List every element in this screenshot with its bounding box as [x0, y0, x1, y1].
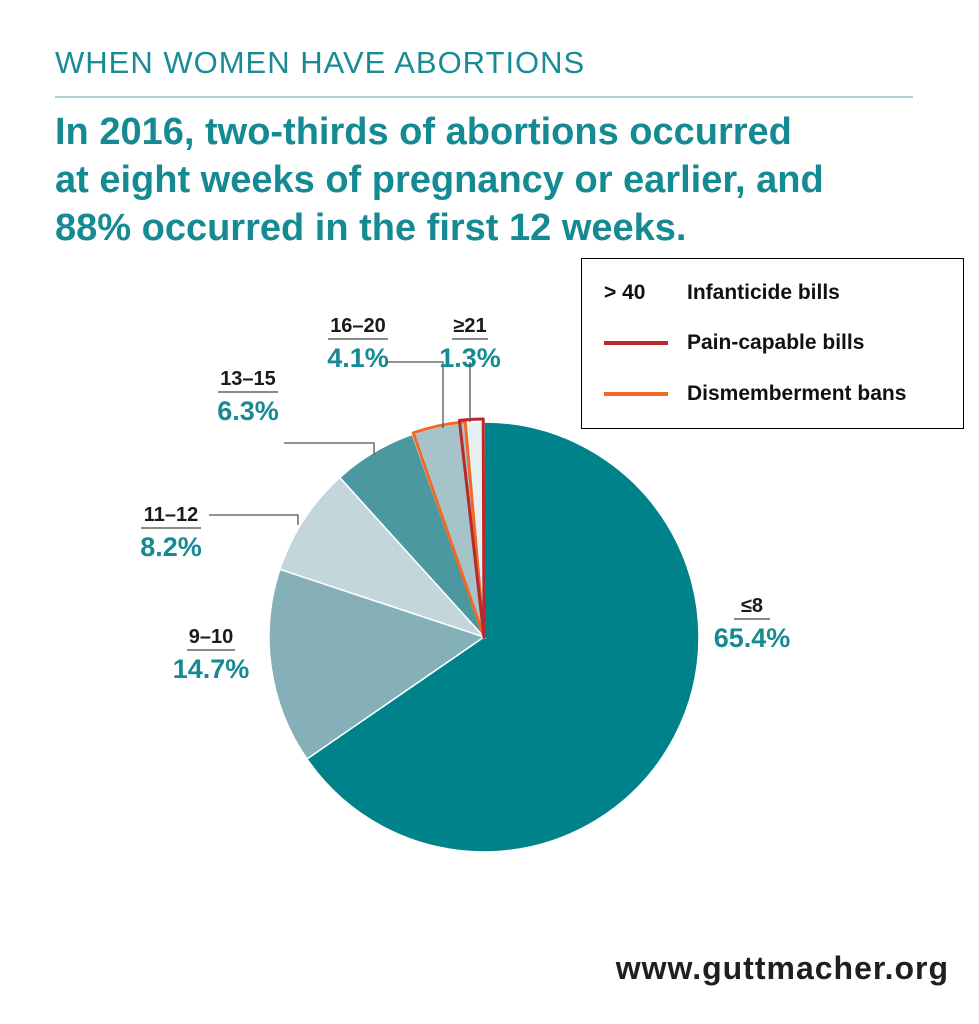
legend-label-infanticide: Infanticide bills: [687, 281, 840, 304]
leader-line-11-12: [209, 514, 299, 525]
source-url: www.guttmacher.org: [615, 950, 949, 986]
slice-category-label-11-12: 11–12: [144, 504, 199, 526]
legend-swatch-pain-capable: [604, 341, 668, 345]
slice-category-label-9-10: 9–10: [189, 626, 234, 648]
legend-label-dismemberment: Dismemberment bans: [687, 382, 907, 405]
slice-value-label-16-20: 4.1%: [327, 343, 389, 373]
slice-value-label-13-15: 6.3%: [217, 396, 279, 426]
legend-item-infanticide: > 40 Infanticide bills: [582, 275, 963, 311]
legend-item-dismemberment: Dismemberment bans: [582, 376, 963, 412]
headline-line-2: at eight weeks of pregnancy or earlier, …: [55, 159, 824, 201]
legend-label-pain-capable: Pain-capable bills: [687, 331, 865, 354]
leader-line-13-15: [284, 442, 375, 455]
slice-value-label-11-12: 8.2%: [140, 532, 202, 562]
slice-category-label-ge21: ≥21: [453, 315, 486, 337]
slice-category-label-16-20: 16–20: [330, 315, 386, 337]
legend-item-pain-capable: Pain-capable bills: [582, 325, 963, 361]
slice-value-label-9-10: 14.7%: [173, 654, 250, 684]
legend: > 40 Infanticide bills Pain-capable bill…: [581, 258, 964, 429]
headline-line-1: In 2016, two-thirds of abortions occurre…: [55, 111, 792, 153]
dismemberment-outline: [411, 420, 486, 639]
chart-kicker: WHEN WOMEN HAVE ABORTIONS: [55, 45, 586, 80]
pie-slice-11-12: [278, 476, 487, 639]
divider: [55, 96, 913, 98]
legend-key-gt40: > 40: [604, 281, 646, 304]
headline-line-3: 88% occurred in the first 12 weeks.: [55, 207, 687, 249]
pie-slice-le8: [305, 421, 700, 853]
slice-category-label-le8: ≤8: [741, 595, 763, 617]
header: WHEN WOMEN HAVE ABORTIONS: [55, 44, 915, 82]
pain-capable-outline: [457, 417, 486, 639]
pie-slice-9-10: [268, 568, 486, 761]
slice-category-label-13-15: 13–15: [220, 368, 276, 390]
slice-value-label-le8: 65.4%: [714, 623, 791, 653]
leader-line-16-20: [386, 361, 444, 428]
legend-swatch-dismemberment: [604, 392, 668, 396]
chart-headline: In 2016, two-thirds of abortions occurre…: [55, 108, 935, 252]
